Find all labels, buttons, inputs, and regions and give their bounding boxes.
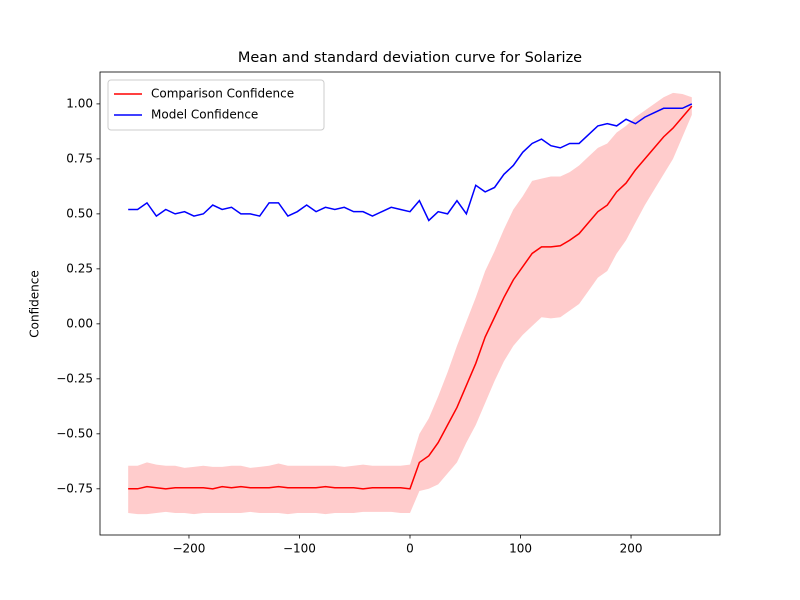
y-tick-label: 0.50	[66, 206, 93, 220]
y-tick-label: −0.50	[56, 426, 93, 440]
legend-label: Comparison Confidence	[151, 87, 294, 101]
series-line	[128, 103, 693, 222]
x-tick-label: 200	[620, 542, 643, 556]
y-tick-label: −0.25	[56, 371, 93, 385]
y-tick-label: 0.25	[66, 261, 93, 275]
legend: Comparison Confidence Model Confidence	[107, 79, 325, 131]
y-tick-label: 0.75	[66, 151, 93, 165]
x-tick-label: −200	[172, 542, 205, 556]
series-line	[128, 105, 693, 490]
x-tick-label: 0	[406, 542, 414, 556]
y-tick-label: 0.00	[66, 316, 93, 330]
legend-box	[107, 79, 325, 131]
y-axis-label: Confidence	[28, 270, 42, 337]
legend-label: Model Confidence	[151, 108, 258, 122]
y-tick-label: 1.00	[66, 96, 93, 110]
x-tick-label: 100	[509, 542, 532, 556]
y-tick-label: −0.75	[56, 481, 93, 495]
std-band	[128, 92, 692, 515]
chart-title: Mean and standard deviation curve for So…	[238, 50, 582, 66]
x-tick-label: −100	[283, 542, 316, 556]
